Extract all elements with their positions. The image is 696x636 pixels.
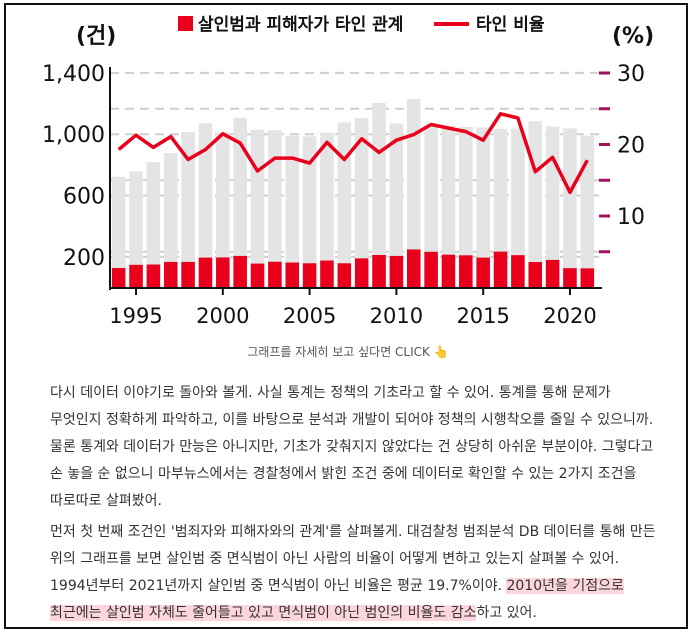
ratio-line xyxy=(117,112,589,195)
stranger-bars xyxy=(111,249,595,288)
total-bar-1996 xyxy=(146,162,161,288)
total-bar-2015 xyxy=(476,127,490,288)
ratio-line-group xyxy=(117,112,589,195)
total-bar-2003 xyxy=(268,130,282,288)
stranger-bar-2009 xyxy=(372,255,386,288)
paragraph-2-end: 하고 있어. xyxy=(476,605,537,621)
paragraph-2: 먼저 첫 번째 조건인 '범죄자와 피해자와의 관계'를 살펴볼게. 대검찰청 … xyxy=(50,519,660,627)
left-axis-label: (건) xyxy=(76,24,116,49)
stranger-bar-2011 xyxy=(406,249,421,288)
stranger-bar-2014 xyxy=(459,255,473,288)
x-tick-2000: 2000 xyxy=(196,304,249,328)
x-tick-2020: 2020 xyxy=(543,304,596,328)
stranger-bar-1996 xyxy=(146,264,161,288)
stranger-bar-2020 xyxy=(563,268,577,288)
stranger-bar-2021 xyxy=(580,268,595,288)
stranger-bar-2002 xyxy=(250,263,265,288)
x-tick-1995: 1995 xyxy=(109,304,162,328)
stranger-bar-2018 xyxy=(528,262,543,288)
stranger-bar-2016 xyxy=(493,251,508,288)
stranger-bar-2010 xyxy=(389,255,404,288)
x-tick-2010: 2010 xyxy=(370,304,423,328)
stranger-bar-1998 xyxy=(181,261,195,288)
total-bar-2010 xyxy=(389,123,404,289)
total-bar-2005 xyxy=(302,136,317,288)
total-bar-1994 xyxy=(111,176,126,288)
stranger-bar-1994 xyxy=(111,268,126,288)
stranger-bar-1995 xyxy=(129,264,143,288)
total-bar-2004 xyxy=(285,135,300,288)
x-axis-ticks: 1995 2000 2005 2010 2015 2020 xyxy=(109,288,597,328)
total-bar-2000 xyxy=(216,132,230,288)
stranger-bar-2007 xyxy=(337,263,352,288)
total-bar-2013 xyxy=(441,125,456,289)
total-bar-2014 xyxy=(459,126,473,288)
stranger-bar-2003 xyxy=(268,261,282,288)
stranger-bar-2006 xyxy=(320,260,334,288)
axes xyxy=(109,67,602,290)
legend-line-label: 타인 비율 xyxy=(476,15,545,35)
total-bar-2012 xyxy=(424,127,438,289)
stranger-bar-2012 xyxy=(424,251,438,288)
total-bar-2011 xyxy=(406,98,421,288)
total-bars xyxy=(111,98,595,289)
paragraph-2-text: 먼저 첫 번째 조건인 '범죄자와 피해자와의 관계'를 살펴볼게. 대검찰청 … xyxy=(50,524,656,594)
stranger-bar-2001 xyxy=(233,255,247,288)
right-tick-10: 10 xyxy=(617,205,645,230)
total-bar-1995 xyxy=(129,171,143,288)
right-axis-label: (%) xyxy=(612,24,654,49)
right-axis-ticks: 30 20 10 xyxy=(599,62,645,254)
total-bar-1997 xyxy=(163,153,178,288)
stranger-bar-2017 xyxy=(511,255,525,288)
total-bar-2001 xyxy=(233,117,247,289)
right-tick-30: 30 xyxy=(617,62,645,87)
stranger-bar-2000 xyxy=(216,257,230,288)
total-bar-1998 xyxy=(181,132,195,288)
legend-bar-swatch xyxy=(178,16,193,31)
left-tick-1,000: 1,000 xyxy=(42,123,105,148)
left-tick-200: 200 xyxy=(63,246,105,271)
stranger-bar-2019 xyxy=(545,259,560,288)
stranger-bar-2015 xyxy=(476,257,490,288)
stranger-bar-2004 xyxy=(285,262,300,288)
total-bar-2007 xyxy=(337,122,352,288)
total-bar-2017 xyxy=(511,128,525,288)
paragraph-1: 다시 데이터 이야기로 돌아와 볼게. 사실 통계는 정책의 기초라고 할 수 … xyxy=(50,385,654,509)
stranger-bar-1997 xyxy=(163,261,178,288)
stranger-bar-2008 xyxy=(354,258,369,288)
total-bar-1999 xyxy=(198,123,213,288)
left-axis-ticks: 1,400 1,000 600 200 xyxy=(42,62,105,271)
total-bar-2006 xyxy=(320,132,334,288)
stranger-bar-2013 xyxy=(441,254,456,288)
content-frame: 1,400 1,000 600 200 30 20 10 1995 2000 2005 2010… xyxy=(4,3,688,629)
stranger-bar-1999 xyxy=(198,257,213,288)
total-bar-2021 xyxy=(580,135,595,288)
right-tick-20: 20 xyxy=(617,134,645,159)
x-tick-2005: 2005 xyxy=(283,304,336,328)
stranger-bar-2005 xyxy=(302,263,317,288)
total-bar-2008 xyxy=(354,118,369,288)
legend-bar-label: 살인범과 피해자가 타인 관계 xyxy=(198,15,403,35)
left-tick-600: 600 xyxy=(63,185,105,210)
total-bar-2016 xyxy=(493,128,508,288)
chart-caption[interactable]: 그래프를 자세히 보고 싶다면 CLICK 👆 xyxy=(247,345,449,359)
left-tick-1,400: 1,400 xyxy=(42,62,105,87)
total-bar-2020 xyxy=(563,128,577,288)
x-tick-2015: 2015 xyxy=(456,304,509,328)
